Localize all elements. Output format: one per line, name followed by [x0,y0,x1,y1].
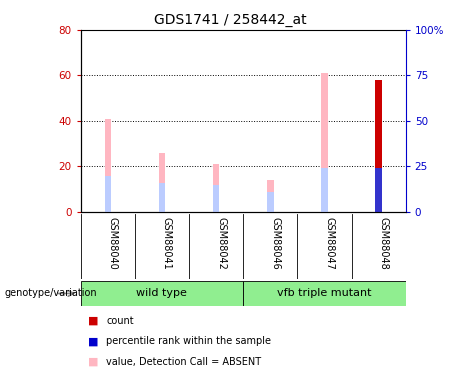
Text: GSM88042: GSM88042 [216,217,226,270]
Text: percentile rank within the sample: percentile rank within the sample [106,336,271,346]
Bar [267,192,273,212]
Bar [267,180,273,212]
Bar [105,176,111,212]
Bar [159,153,165,212]
Bar [81,281,243,306]
Bar [213,184,219,212]
Text: GSM88047: GSM88047 [325,217,334,270]
Bar [375,168,382,212]
Text: ■: ■ [88,357,98,367]
Bar [243,281,406,306]
Text: GSM88040: GSM88040 [108,217,118,270]
Bar [105,118,111,212]
Bar [321,73,328,212]
Bar [375,80,382,212]
Text: ■: ■ [88,336,98,346]
Text: GDS1741 / 258442_at: GDS1741 / 258442_at [154,13,307,27]
Text: GSM88048: GSM88048 [378,217,389,270]
Bar [213,164,219,212]
Text: count: count [106,316,134,326]
Text: genotype/variation: genotype/variation [5,288,97,298]
Text: GSM88046: GSM88046 [270,217,280,270]
Text: value, Detection Call = ABSENT: value, Detection Call = ABSENT [106,357,261,367]
Text: vfb triple mutant: vfb triple mutant [277,288,372,298]
Text: wild type: wild type [136,288,187,298]
Bar [321,168,328,212]
Text: ■: ■ [88,316,98,326]
Bar [159,183,165,212]
Text: GSM88041: GSM88041 [162,217,172,270]
